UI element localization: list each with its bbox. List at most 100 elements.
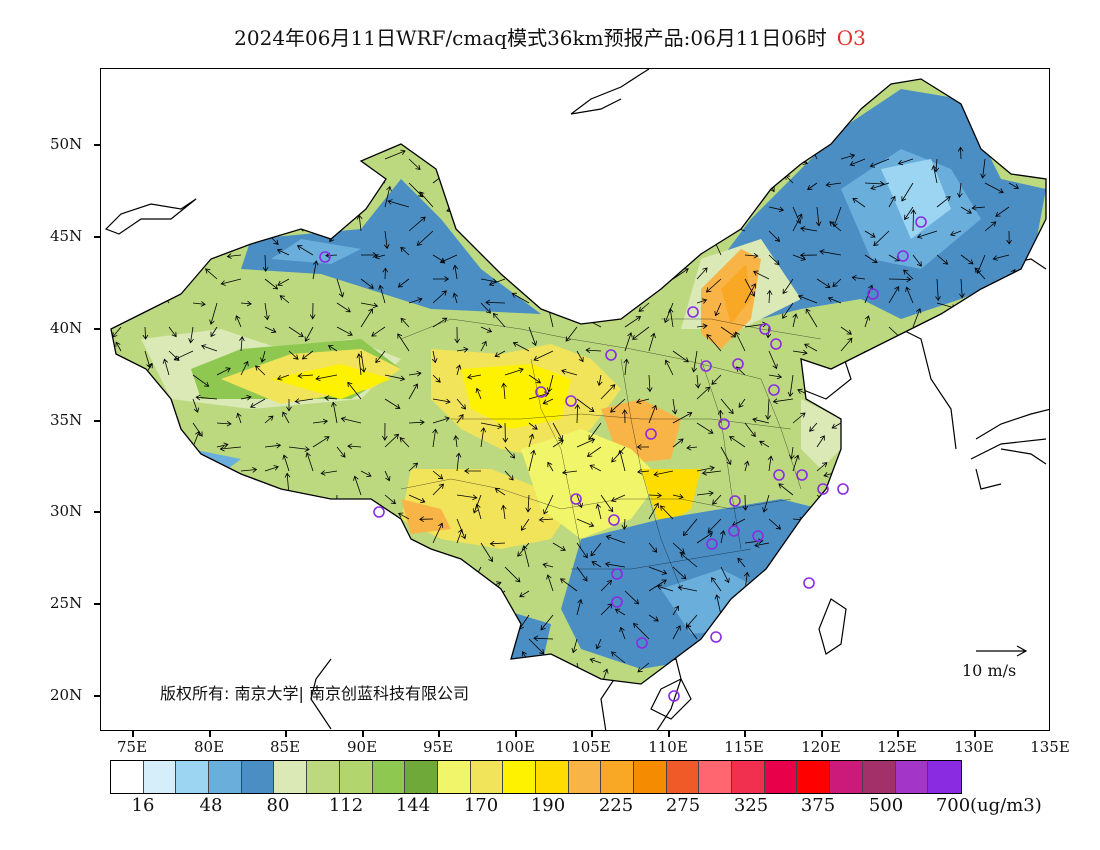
wind-arrow xyxy=(960,683,976,684)
wind-arrow xyxy=(240,630,261,640)
wind-arrow xyxy=(910,209,917,232)
wind-arrow xyxy=(336,196,349,208)
wind-arrow xyxy=(714,302,722,317)
wind-arrow xyxy=(561,368,578,376)
wind-arrow xyxy=(744,460,750,472)
lon-label: 75E xyxy=(116,738,148,756)
wind-arrow xyxy=(356,353,363,376)
wind-arrow xyxy=(155,562,170,569)
wind-arrow xyxy=(456,566,464,578)
wind-arrow xyxy=(793,687,799,703)
lon-label: 125E xyxy=(877,738,917,756)
station-marker xyxy=(803,577,815,589)
wind-arrow xyxy=(707,518,722,533)
wind-arrow xyxy=(696,490,714,497)
wind-arrow xyxy=(887,398,894,416)
wind-arrow xyxy=(696,267,708,280)
wind-arrow xyxy=(840,638,849,659)
wind-arrow xyxy=(635,398,650,404)
wind-arrow xyxy=(720,680,736,684)
wind-arrow xyxy=(621,409,628,424)
legend-label: 375 xyxy=(800,795,836,816)
wind-arrow xyxy=(120,302,129,312)
wind-arrow xyxy=(111,369,122,376)
wind-arrow xyxy=(948,564,962,571)
wind-arrow xyxy=(234,508,242,520)
wind-arrow xyxy=(576,182,587,189)
wind-arrow xyxy=(984,221,997,232)
wind-arrow xyxy=(375,350,386,364)
lon-label: 130E xyxy=(954,738,994,756)
wind-arrow xyxy=(686,247,698,256)
station-marker xyxy=(700,360,712,372)
wind-arrow xyxy=(288,651,299,664)
wind-arrow xyxy=(768,373,783,380)
wind-arrow xyxy=(384,398,401,409)
station-marker xyxy=(915,216,927,228)
wind-arrow xyxy=(336,326,353,336)
wind-arrow xyxy=(432,483,445,496)
legend-swatch xyxy=(666,761,700,793)
wind-arrow xyxy=(192,422,203,437)
wind-arrow xyxy=(706,334,722,352)
wind-arrow xyxy=(720,628,728,640)
wind-arrow xyxy=(141,164,148,184)
wind-arrow xyxy=(356,214,363,232)
wind-arrow xyxy=(243,659,266,666)
wind-arrow xyxy=(624,332,633,352)
station-marker xyxy=(867,288,879,300)
wind-arrow xyxy=(936,494,950,501)
wind-arrow xyxy=(553,687,566,704)
wind-arrow xyxy=(975,556,986,568)
wind-arrow xyxy=(216,662,226,681)
wind-arrow xyxy=(324,395,338,401)
wind-arrow xyxy=(120,254,136,261)
wind-arrow xyxy=(954,389,962,400)
wind-arrow xyxy=(381,614,388,632)
wind-arrow xyxy=(696,532,714,544)
wind-arrow xyxy=(480,542,493,563)
station-marker xyxy=(768,384,780,396)
wind-arrow xyxy=(480,427,487,448)
wind-arrow xyxy=(624,272,638,280)
wind-arrow xyxy=(600,384,616,400)
wind-arrow xyxy=(798,518,818,529)
wind-arrow xyxy=(841,687,851,692)
wind-arrow xyxy=(120,494,132,504)
wind-arrow xyxy=(381,422,388,441)
map-title: 2024年06月11日WRF/cmaq模式36km预报产品:06月11日06时 O… xyxy=(0,22,1100,51)
wind-arrow xyxy=(757,158,770,164)
wind-arrow xyxy=(580,176,602,184)
wind-arrow xyxy=(696,298,708,304)
province-borders xyxy=(400,318,822,590)
station-marker xyxy=(706,538,718,550)
wind-arrow xyxy=(535,278,554,288)
wind-arrow xyxy=(209,302,218,325)
wind-arrow xyxy=(610,687,625,692)
wind-arrow xyxy=(619,626,626,640)
wind-arrow xyxy=(374,559,386,568)
wind-arrow xyxy=(205,613,218,619)
wind-arrow xyxy=(416,230,434,246)
wind-arrow xyxy=(494,350,506,358)
wind-arrow xyxy=(812,542,818,560)
wind-arrow xyxy=(653,470,674,477)
wind-arrow xyxy=(900,336,914,352)
wind-arrow xyxy=(866,374,890,381)
wind-arrow xyxy=(394,542,410,550)
wind-arrow xyxy=(240,394,252,401)
wind-arrow xyxy=(504,446,516,459)
wind-arrow xyxy=(371,326,386,337)
lat-tick xyxy=(94,511,100,513)
wind-arrow xyxy=(863,638,870,661)
wind-arrow xyxy=(216,420,232,427)
wind-arrow xyxy=(480,326,493,333)
wind-arrow xyxy=(576,566,588,582)
wind-arrow xyxy=(899,536,914,544)
wind-arrow xyxy=(546,374,554,393)
legend-swatch xyxy=(634,761,667,793)
wind-arrow xyxy=(511,292,530,304)
wind-arrow xyxy=(984,681,999,684)
wind-arrow xyxy=(1008,509,1020,520)
wind-arrow xyxy=(294,398,314,404)
